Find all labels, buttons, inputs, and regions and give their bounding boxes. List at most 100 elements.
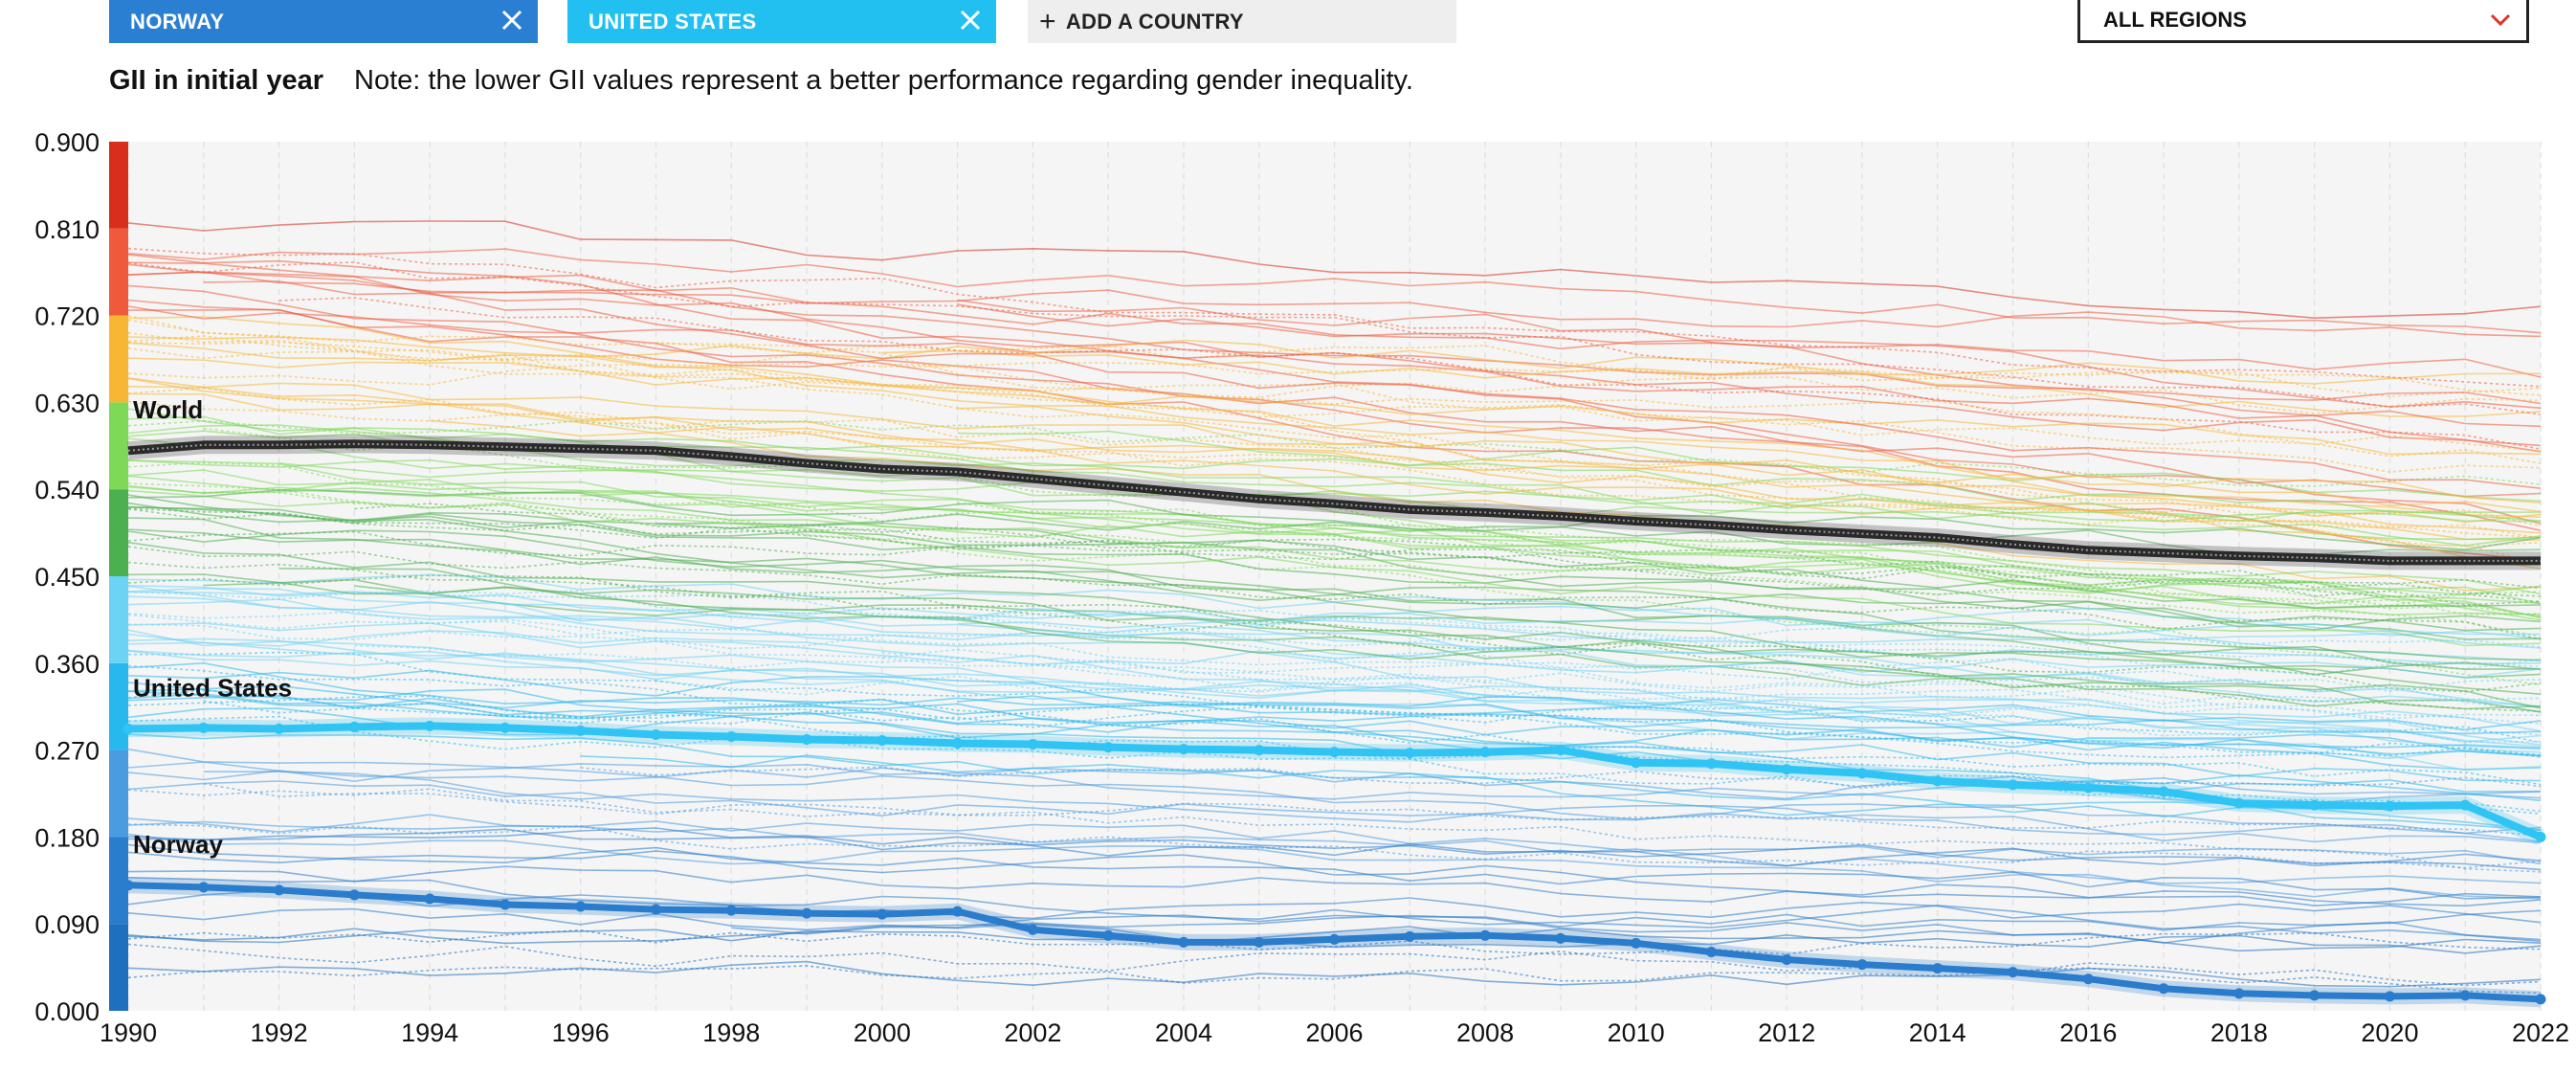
series-point — [952, 906, 964, 917]
background-country-line — [127, 315, 2542, 565]
background-country-line — [127, 587, 2542, 748]
background-country-line — [127, 357, 2542, 456]
background-country-line — [127, 319, 2542, 473]
background-country-line — [127, 689, 2542, 759]
background-country-line — [881, 615, 2542, 676]
series-point — [1329, 933, 1340, 945]
series-point — [1856, 959, 1868, 971]
background-country-line — [127, 489, 2542, 551]
background-country-line — [580, 754, 2542, 831]
series-point — [2384, 800, 2395, 812]
series-point — [1631, 757, 1642, 769]
series-point — [1404, 748, 1415, 759]
background-country-line — [127, 247, 2542, 388]
background-country-line — [127, 377, 2542, 524]
series-point — [1781, 764, 1792, 775]
background-country-line — [127, 430, 2542, 541]
background-country-line — [127, 485, 2542, 605]
color-scale-segment — [109, 576, 128, 663]
background-country-line — [127, 517, 2542, 671]
background-country-line — [655, 675, 2542, 725]
background-country-line — [127, 261, 2542, 410]
background-country-line — [127, 877, 2542, 943]
color-scale-segment — [109, 489, 128, 576]
series-point — [2384, 991, 2395, 1002]
close-icon[interactable] — [498, 6, 526, 34]
background-country-line — [127, 489, 2542, 647]
series-point — [725, 905, 737, 916]
background-country-line — [127, 684, 2542, 735]
series-point — [348, 889, 360, 901]
background-country-line — [127, 573, 2542, 710]
background-country-line — [127, 316, 2542, 518]
background-country-line — [127, 494, 2542, 556]
background-country-line — [127, 707, 2542, 750]
background-country-line — [127, 638, 2542, 750]
series-point — [1102, 929, 1114, 941]
series-point — [877, 908, 888, 920]
color-scale-segment — [109, 402, 128, 490]
x-tick-label: 1992 — [251, 1018, 308, 1047]
chevron-down-icon — [2490, 13, 2511, 27]
background-country-line — [957, 618, 2542, 649]
background-country-line — [127, 529, 2542, 640]
background-country-line — [127, 332, 2542, 540]
background-country-line — [127, 788, 2542, 837]
note-text: Note: the lower GII values represent a b… — [354, 65, 1413, 96]
series-point — [1555, 932, 1566, 944]
background-country-line — [127, 630, 2542, 679]
region-select-value: ALL REGIONS — [2103, 7, 2247, 32]
background-country-line — [127, 347, 2542, 464]
chip-united-states-label: UNITED STATES — [588, 9, 757, 34]
background-country-line — [127, 651, 2542, 744]
chip-norway-label: NORWAY — [130, 9, 225, 34]
series-point — [2459, 799, 2471, 811]
background-country-line — [127, 614, 2542, 705]
background-country-line — [127, 590, 2542, 648]
x-tick-label: 2000 — [854, 1018, 911, 1047]
series-point — [1631, 937, 1642, 949]
series-point — [1027, 924, 1038, 935]
series-point — [2158, 786, 2169, 797]
x-tick-label: 2006 — [1305, 1018, 1363, 1047]
x-tick-label: 2008 — [1456, 1018, 1514, 1047]
background-country-line — [127, 341, 2542, 453]
background-country-line — [580, 492, 2542, 605]
series-point — [1932, 963, 1943, 974]
background-country-line — [127, 650, 2542, 732]
y-tick-label: 0.810 — [34, 215, 100, 244]
background-country-line — [127, 664, 2542, 786]
background-country-line — [127, 461, 2542, 615]
series-point — [1178, 936, 1189, 948]
series-point — [2233, 988, 2245, 999]
background-country-line — [127, 889, 2542, 924]
background-country-line — [203, 427, 2542, 617]
chip-norway: NORWAY — [109, 0, 538, 43]
background-country-line — [127, 573, 2542, 639]
background-country-line — [127, 419, 2542, 487]
series-point — [2082, 973, 2094, 985]
series-point — [725, 730, 737, 742]
x-tick-label: 2018 — [2210, 1018, 2268, 1047]
background-country-line — [957, 502, 2542, 607]
background-country-line — [127, 392, 2542, 541]
close-icon[interactable] — [956, 6, 985, 34]
background-country-line — [957, 430, 2542, 503]
x-tick-label: 2014 — [1909, 1018, 1966, 1047]
series-point — [2008, 779, 2019, 791]
background-country-line — [203, 700, 2542, 815]
series-point — [500, 899, 511, 910]
x-tick-label: 2020 — [2361, 1018, 2418, 1047]
add-country-button[interactable]: + ADD A COUNTRY — [1028, 0, 1456, 43]
x-tick-label: 1998 — [702, 1018, 760, 1047]
x-tick-label: 2002 — [1004, 1018, 1061, 1047]
background-country-line — [127, 733, 2542, 832]
region-select[interactable]: ALL REGIONS — [2077, 0, 2529, 43]
series-point — [801, 734, 812, 746]
series-point — [1329, 747, 1340, 758]
x-tick-label: 1994 — [401, 1018, 458, 1047]
series-name-label: Norway — [133, 830, 223, 859]
background-country-line — [127, 546, 2542, 640]
color-scale-segment — [109, 750, 128, 838]
